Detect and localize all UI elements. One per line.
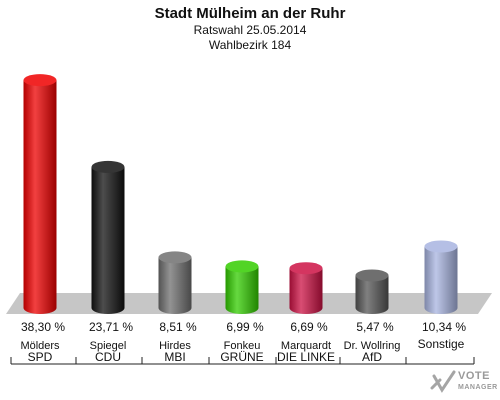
bar-cap-sonstige: [424, 240, 458, 253]
party-label-sonstige: Sonstige: [418, 337, 465, 351]
candidate-label-spd: Mölders: [20, 340, 60, 352]
candidate-label-mbi: Hirdes: [159, 340, 191, 352]
party-label-die-linke: DIE LINKE: [277, 350, 335, 364]
bar-cap-die-linke: [289, 262, 323, 275]
party-label-grüne: GRÜNE: [220, 350, 263, 364]
value-label-sonstige: 10,34 %: [422, 320, 466, 334]
party-label-spd: SPD: [28, 350, 53, 364]
party-label-cdu: CDU: [95, 350, 121, 364]
logo-text-vote: VOTE: [458, 370, 490, 382]
vote-manager-logo: [430, 370, 456, 393]
bar-cap-cdu: [91, 160, 125, 173]
bar-cap-mbi: [158, 251, 192, 264]
chart-subtitle: Ratswahl 25.05.2014: [193, 23, 307, 37]
bar-cdu: [91, 166, 125, 314]
bar-spd: [23, 80, 57, 315]
bar-cap-afd: [355, 269, 389, 282]
bar-cap-spd: [23, 74, 57, 87]
value-label-spd: 38,30 %: [21, 320, 65, 334]
candidate-label-cdu: Spiegel: [90, 340, 127, 352]
value-label-afd: 5,47 %: [356, 320, 394, 334]
candidate-label-grüne: Fonkeu: [224, 340, 261, 352]
chart-title: Stadt Mülheim an der Ruhr: [154, 5, 346, 22]
chart-district: Wahlbezirk 184: [208, 38, 292, 52]
bar-afd: [355, 275, 389, 314]
value-label-mbi: 8,51 %: [159, 320, 197, 334]
candidate-label-die-linke: Marquardt: [281, 340, 331, 352]
logo-text-manager: MANAGER: [458, 384, 498, 391]
value-label-grüne: 6,99 %: [226, 320, 264, 334]
bar-grüne: [225, 266, 259, 314]
bar-cap-grüne: [225, 260, 259, 273]
value-label-die-linke: 6,69 %: [290, 320, 328, 334]
bar-sonstige: [424, 246, 458, 314]
bar-mbi: [158, 257, 192, 314]
value-label-cdu: 23,71 %: [89, 320, 133, 334]
party-label-afd: AfD: [362, 350, 382, 364]
bar-die-linke: [289, 268, 323, 314]
party-label-mbi: MBI: [164, 350, 185, 364]
candidate-label-afd: Dr. Wollring: [344, 340, 401, 352]
